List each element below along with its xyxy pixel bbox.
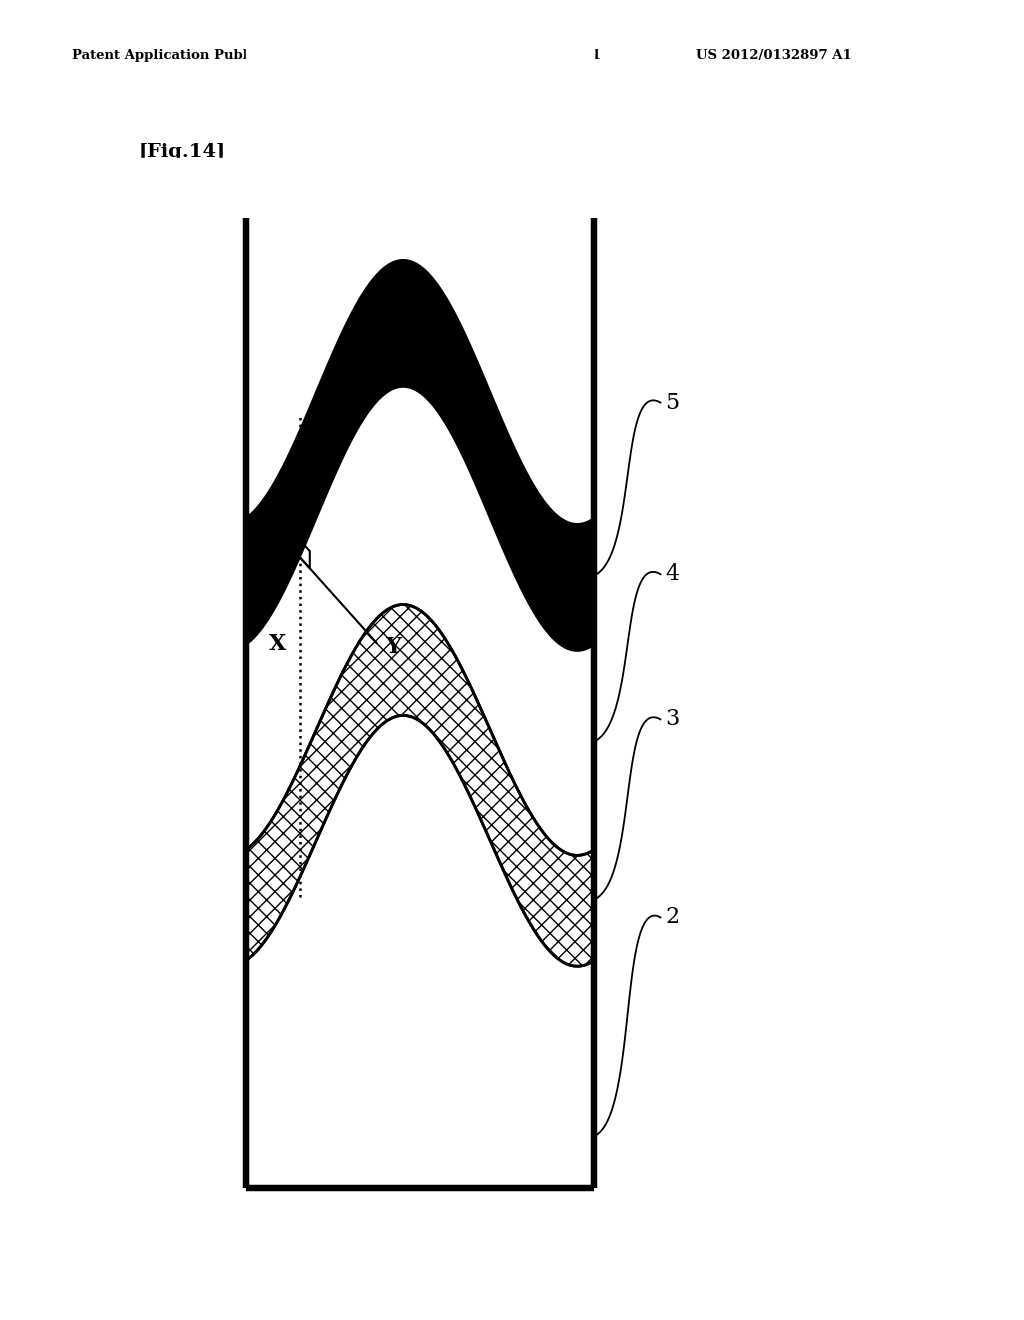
- Polygon shape: [246, 260, 594, 651]
- Text: Y: Y: [385, 636, 400, 659]
- Text: 2: 2: [666, 907, 680, 928]
- Text: May 31, 2012  Sheet 6 of 51: May 31, 2012 Sheet 6 of 51: [394, 49, 601, 62]
- Text: [Fig.14]: [Fig.14]: [138, 143, 225, 161]
- Text: Patent Application Publication: Patent Application Publication: [72, 49, 298, 62]
- Text: US 2012/0132897 A1: US 2012/0132897 A1: [696, 49, 852, 62]
- Text: 5: 5: [666, 392, 680, 413]
- Polygon shape: [246, 605, 594, 966]
- Text: 4: 4: [666, 564, 680, 585]
- Text: 3: 3: [666, 709, 680, 730]
- Text: X: X: [268, 632, 286, 655]
